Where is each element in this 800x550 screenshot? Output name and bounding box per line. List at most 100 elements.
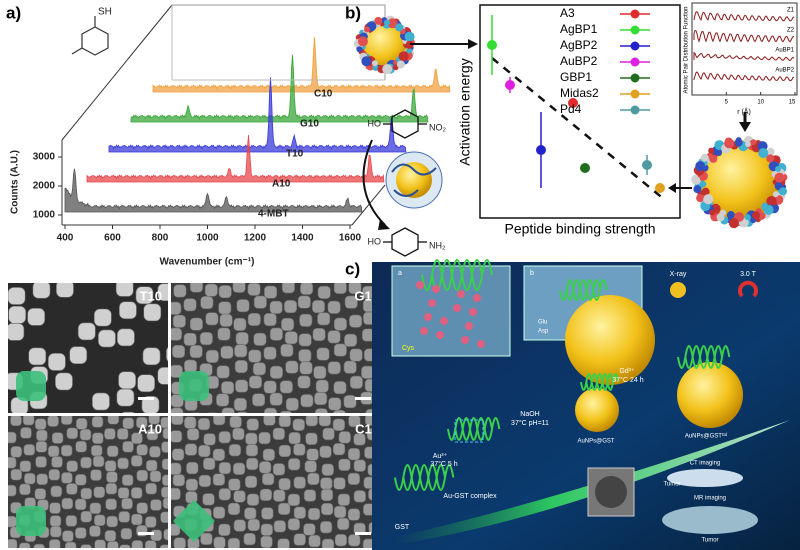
particle (130, 487, 143, 499)
np: AuNPs@GST (577, 439, 614, 445)
particle (116, 428, 129, 440)
particle (288, 431, 301, 445)
particle (36, 473, 48, 486)
y-tick-label: 1000 (33, 210, 56, 221)
particle (303, 523, 316, 536)
panel-label: c) (345, 259, 360, 278)
particle (218, 285, 232, 299)
particle (66, 427, 79, 440)
x-tick-label: 1200 (244, 233, 267, 244)
x-tick-label: 800 (152, 233, 169, 244)
particle (259, 461, 272, 474)
particle (232, 283, 246, 293)
particle (348, 283, 362, 295)
particle (48, 469, 61, 481)
particle (281, 283, 295, 294)
particle (106, 515, 118, 528)
scale-bar (138, 397, 154, 400)
particle (8, 305, 27, 324)
particle (221, 381, 235, 395)
particle (27, 257, 44, 274)
particle (245, 444, 259, 457)
particle (184, 416, 197, 429)
particle (297, 270, 309, 282)
particle (77, 322, 96, 341)
peptide-atom (709, 209, 716, 216)
peptide-atom (701, 187, 710, 196)
particle (318, 416, 331, 427)
atom (461, 336, 469, 344)
particle (212, 473, 226, 486)
particle (263, 416, 276, 426)
rdf-traces: Z1 Z2 AuBP1 AuBP2 5 10 15 (693, 8, 796, 106)
particle (47, 353, 66, 371)
particle (27, 308, 46, 326)
peptide-atom (356, 46, 363, 53)
rdf-frame (691, 2, 798, 96)
particle (233, 490, 246, 503)
particle (248, 375, 262, 389)
np-gd: AuNPs@GSTᴳᵈ (685, 433, 727, 440)
particle (263, 346, 277, 360)
particle (49, 515, 62, 527)
swoosh (392, 420, 790, 545)
helix (565, 279, 581, 301)
atom (457, 290, 465, 298)
tem-particle (595, 476, 627, 508)
particle (299, 361, 313, 375)
particle (90, 469, 102, 481)
panel-b: b) HO NO₂ HO NH₂ Activation energy Pepti… (345, 2, 798, 257)
particle (189, 344, 203, 359)
particle (218, 431, 231, 444)
particle (75, 440, 87, 453)
particle (119, 544, 131, 548)
particle (247, 283, 261, 296)
particle (75, 418, 88, 430)
particle (171, 327, 183, 341)
particle (121, 411, 135, 413)
particle (202, 493, 215, 506)
particle (293, 506, 306, 519)
legend-marker (630, 57, 640, 67)
particle (260, 523, 273, 536)
particle (136, 469, 149, 482)
peptide-atom (726, 211, 735, 220)
particle (264, 285, 278, 299)
peptide-atom (696, 194, 705, 203)
particle (305, 416, 318, 427)
particle (269, 392, 283, 406)
y-tick-label: 3000 (33, 152, 56, 163)
helix (699, 345, 716, 369)
particle (172, 474, 185, 487)
particle (8, 515, 17, 528)
axes (58, 4, 386, 229)
peptide-atom (709, 154, 718, 163)
particle (145, 516, 157, 528)
particle (61, 497, 74, 510)
particle (216, 365, 230, 379)
particle (283, 264, 295, 276)
peptide-atom (763, 204, 774, 215)
peptide-atom (740, 220, 747, 227)
particle (277, 538, 290, 548)
gold-sphere (677, 362, 743, 428)
particle (80, 544, 92, 548)
nanoparticle (353, 15, 415, 75)
legend-marker (630, 73, 640, 83)
particle (233, 317, 247, 331)
particle (8, 484, 17, 497)
particle (227, 502, 241, 516)
nitrophenol (362, 109, 427, 257)
particle (62, 530, 74, 542)
particle (66, 460, 78, 472)
particle (283, 300, 298, 314)
peptide-atom (708, 147, 715, 154)
x-axis-title: Peptide binding strength (505, 221, 656, 237)
particle (233, 519, 246, 532)
particle (36, 429, 48, 442)
legend: A3 AgBP1 AgBP2 AuBP2 GBP1 Midas2 Pd4 (560, 6, 650, 116)
legend-label: AuBP2 (560, 54, 598, 68)
point (642, 160, 652, 170)
particle (216, 393, 230, 407)
